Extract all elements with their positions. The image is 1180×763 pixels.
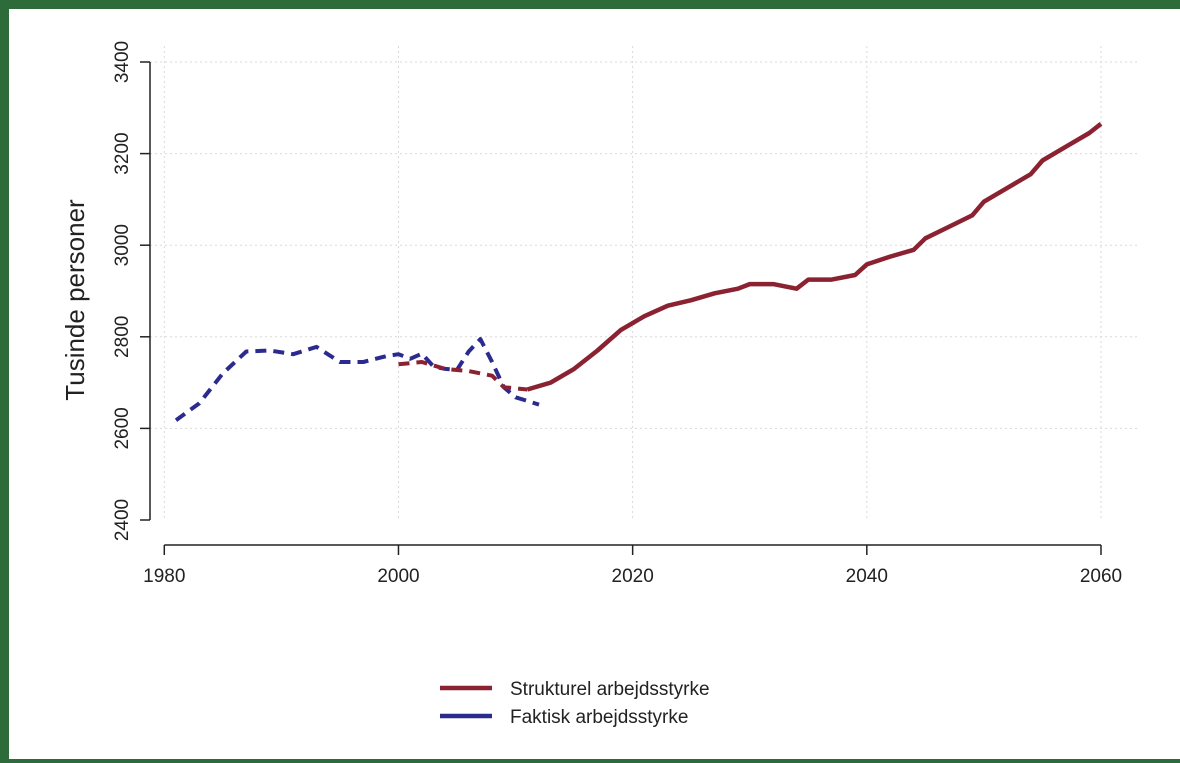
x-tick-label: 2060 <box>1080 566 1122 587</box>
legend: Strukturel arbejdsstyrke Faktisk arbejdss… <box>440 679 710 728</box>
x-tick-label: 1980 <box>143 566 185 587</box>
legend-label: Faktisk arbejdsstyrke <box>510 707 688 728</box>
grid <box>150 46 1138 520</box>
y-tick-label: 3200 <box>112 132 133 174</box>
legend-label: Strukturel arbejdsstyrke <box>510 679 710 700</box>
x-tick-label: 2000 <box>377 566 419 587</box>
y-tick-label: 2400 <box>112 499 133 541</box>
series-line-strukturel-projection <box>526 122 1103 392</box>
y-tick-label: 3400 <box>112 41 133 83</box>
y-axis-title: Tusinde personer <box>60 199 90 401</box>
y-tick-label: 3000 <box>112 224 133 266</box>
series-1 <box>174 337 540 422</box>
axes: 2400 2600 2800 3000 3200 3400 1980 2000 2020 2040… <box>112 41 1122 587</box>
series-line-faktisk <box>174 337 540 422</box>
x-tick-label: 2020 <box>612 566 654 587</box>
series <box>174 122 1103 422</box>
x-tick-label: 2040 <box>846 566 888 587</box>
series-line-strukturel-historic <box>398 360 528 392</box>
series-0 <box>398 122 1103 392</box>
y-tick-label: 2800 <box>112 316 133 358</box>
y-tick-label: 2600 <box>112 407 133 449</box>
